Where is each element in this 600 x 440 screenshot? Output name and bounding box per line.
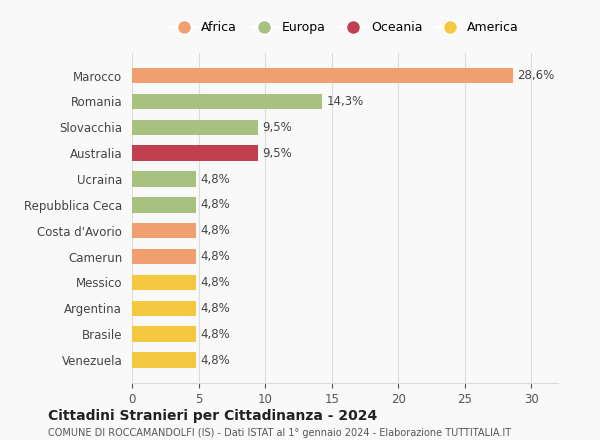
Text: 4,8%: 4,8% [200,172,230,186]
Text: 9,5%: 9,5% [262,147,292,160]
Bar [132,145,259,161]
Bar [132,275,196,290]
Text: 4,8%: 4,8% [200,276,230,289]
Bar [132,249,196,264]
Bar [132,326,196,342]
Text: 4,8%: 4,8% [200,328,230,341]
Text: 9,5%: 9,5% [262,121,292,134]
Bar [132,68,513,83]
Text: 4,8%: 4,8% [200,302,230,315]
Text: 4,8%: 4,8% [200,224,230,237]
Bar [132,301,196,316]
Legend: Africa, Europa, Oceania, America: Africa, Europa, Oceania, America [166,16,524,39]
Bar [132,223,196,238]
Bar [132,352,196,368]
Bar [132,120,259,135]
Text: 4,8%: 4,8% [200,198,230,211]
Text: Cittadini Stranieri per Cittadinanza - 2024: Cittadini Stranieri per Cittadinanza - 2… [48,409,377,423]
Bar [132,94,322,109]
Text: 4,8%: 4,8% [200,250,230,263]
Text: 14,3%: 14,3% [326,95,364,108]
Bar [132,197,196,213]
Text: COMUNE DI ROCCAMANDOLFI (IS) - Dati ISTAT al 1° gennaio 2024 - Elaborazione TUTT: COMUNE DI ROCCAMANDOLFI (IS) - Dati ISTA… [48,428,511,438]
Text: 28,6%: 28,6% [517,69,554,82]
Bar [132,171,196,187]
Text: 4,8%: 4,8% [200,354,230,367]
